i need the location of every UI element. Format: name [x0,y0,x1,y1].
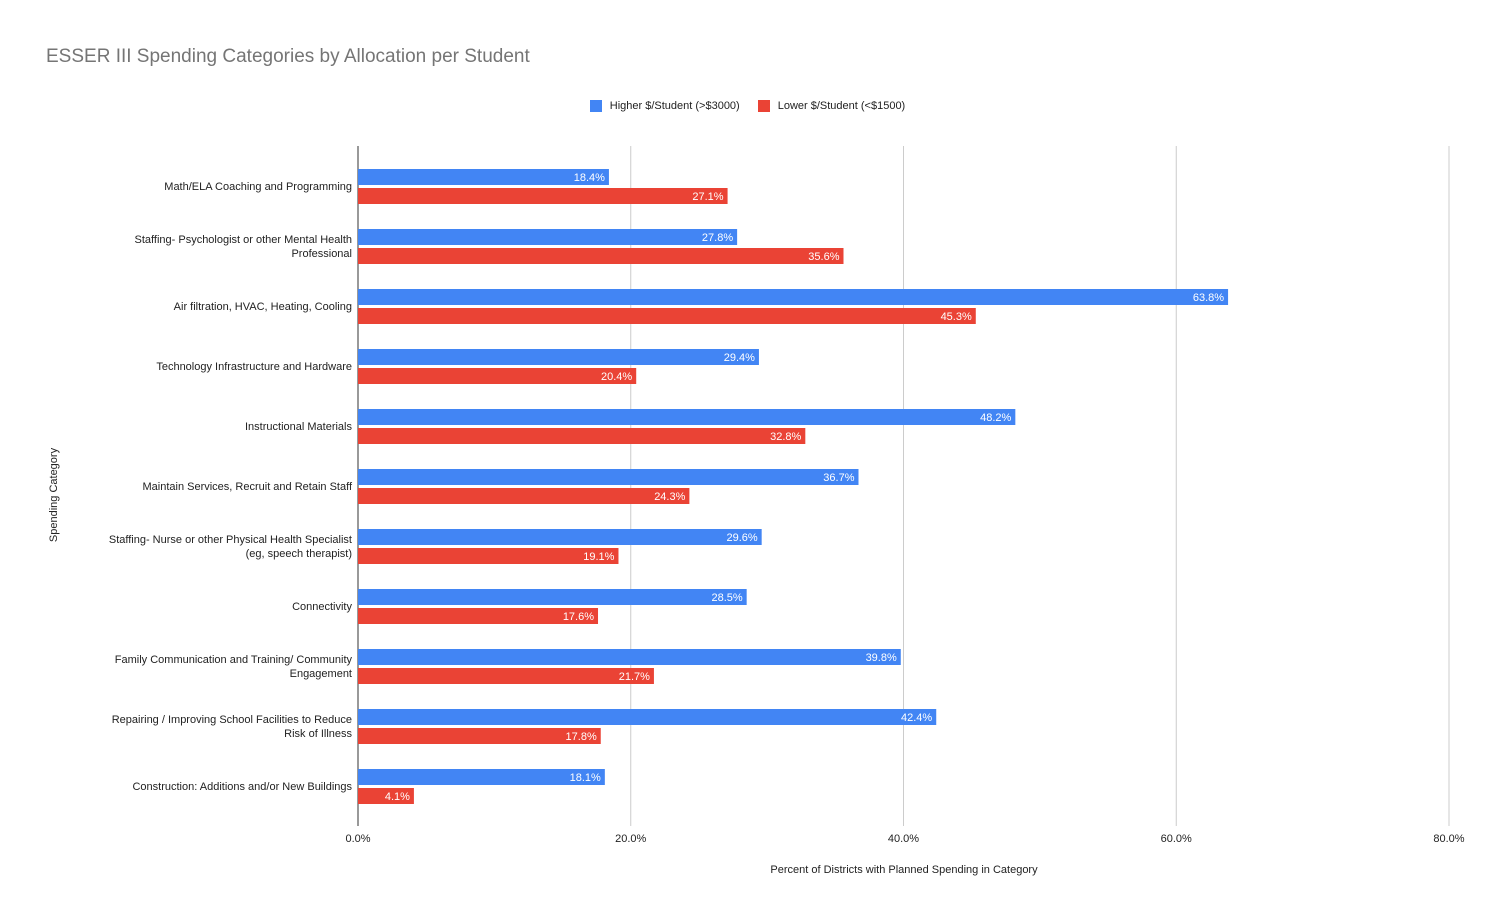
bar-lower[interactable] [358,488,690,504]
bar-label-higher: 36.7% [823,472,854,484]
bar-label-higher: 48.2% [980,412,1011,424]
bar-label-higher: 27.8% [702,232,733,244]
x-tick-label: 20.0% [615,833,646,845]
bar-lower[interactable] [358,248,844,264]
legend-label-higher: Higher $/Student (>$3000) [609,100,740,112]
bar-label-higher: 18.4% [574,172,605,184]
bar-label-higher: 28.5% [711,592,742,604]
x-axis-title: Percent of Districts with Planned Spendi… [770,864,1038,876]
bar-higher[interactable] [358,529,762,545]
category-label: Technology Infrastructure and Hardware [156,361,352,373]
legend: Higher $/Student (>$3000) Lower $/Studen… [0,100,1495,112]
bar-higher[interactable] [358,709,937,725]
category-label: Air filtration, HVAC, Heating, Cooling [174,301,352,313]
bar-higher[interactable] [358,769,605,785]
bar-lower[interactable] [358,368,637,384]
category-label: Family Communication and Training/ Commu… [115,654,353,666]
bar-label-lower: 20.4% [601,371,632,383]
bar-label-lower: 35.6% [808,251,839,263]
bar-higher[interactable] [358,469,859,485]
category-label: Engagement [290,668,352,680]
bar-lower[interactable] [358,608,599,624]
bar-label-higher: 42.4% [901,712,932,724]
x-tick-label: 60.0% [1161,833,1192,845]
bar-lower[interactable] [358,188,728,204]
legend-swatch-higher [589,100,602,112]
bar-lower[interactable] [358,728,601,744]
category-label: Construction: Additions and/or New Build… [132,781,352,793]
category-label: Math/ELA Coaching and Programming [164,181,352,193]
bar-higher[interactable] [358,409,1016,425]
bar-label-lower: 17.6% [563,611,594,623]
bar-label-higher: 29.4% [724,352,755,364]
bar-higher[interactable] [358,349,759,365]
category-label: Risk of Illness [284,728,352,740]
chart-title: ESSER III Spending Categories by Allocat… [46,46,530,67]
bar-lower[interactable] [358,668,654,684]
bar-higher[interactable] [358,169,609,185]
category-label: Connectivity [292,601,352,613]
category-label: Staffing- Nurse or other Physical Health… [109,534,352,546]
bar-lower[interactable] [358,428,806,444]
bar-higher[interactable] [358,589,747,605]
bar-label-lower: 45.3% [941,311,972,323]
category-label: Staffing- Psychologist or other Mental H… [135,234,352,246]
x-tick-label: 0.0% [345,833,370,845]
category-label: Repairing / Improving School Facilities … [112,714,352,726]
bar-higher[interactable] [358,649,901,665]
bar-label-lower: 19.1% [583,551,614,563]
bar-lower[interactable] [358,308,976,324]
bar-higher[interactable] [358,289,1229,305]
bar-label-lower: 21.7% [619,671,650,683]
y-axis-title: Spending Category [48,447,60,543]
category-label: Maintain Services, Recruit and Retain St… [142,481,352,493]
bar-label-lower: 32.8% [770,431,801,443]
bar-lower[interactable] [358,548,619,564]
legend-swatch-lower [757,100,770,112]
bar-label-lower: 4.1% [385,791,410,803]
legend-item-lower[interactable]: Lower $/Student (<$1500) [757,100,906,112]
category-label: Professional [291,248,352,260]
category-label: Instructional Materials [245,421,352,433]
bar-label-higher: 39.8% [866,652,897,664]
bar-label-lower: 24.3% [654,491,685,503]
bar-label-higher: 18.1% [570,772,601,784]
bar-label-higher: 29.6% [726,532,757,544]
category-label: (eg, speech therapist) [246,548,352,560]
bar-label-higher: 63.8% [1193,292,1224,304]
x-tick-label: 40.0% [888,833,919,845]
bar-label-lower: 17.8% [566,731,597,743]
legend-label-lower: Lower $/Student (<$1500) [777,100,906,112]
bar-higher[interactable] [358,229,738,245]
legend-item-higher[interactable]: Higher $/Student (>$3000) [589,100,740,112]
bar-label-lower: 27.1% [692,191,723,203]
bar-lower[interactable] [358,788,414,804]
x-tick-label: 80.0% [1433,833,1464,845]
